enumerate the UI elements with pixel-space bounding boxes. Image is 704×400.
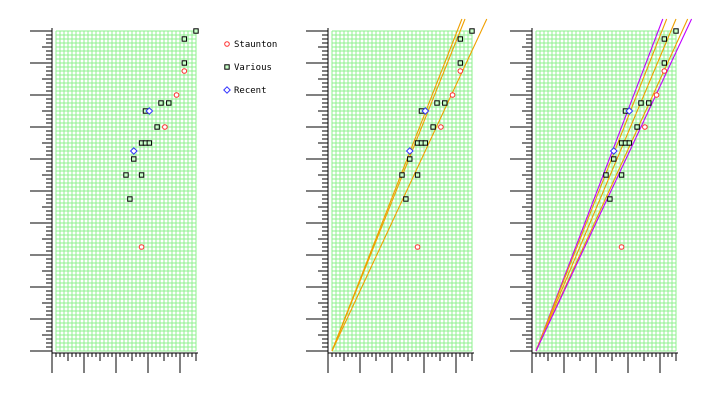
panel-1 bbox=[30, 28, 199, 373]
trend-line-5 bbox=[535, 18, 693, 352]
point-various bbox=[414, 172, 421, 178]
legend-item-recent: Recent bbox=[223, 86, 267, 96]
point-various bbox=[407, 156, 413, 162]
point-various bbox=[607, 196, 613, 202]
legend-label: Various bbox=[234, 63, 272, 73]
point-various bbox=[181, 60, 188, 66]
point-staunton bbox=[438, 124, 444, 130]
point-recent bbox=[405, 147, 414, 155]
trend-line-3 bbox=[331, 18, 488, 352]
point-various bbox=[603, 172, 609, 178]
point-various bbox=[158, 100, 164, 106]
panel-2 bbox=[306, 18, 488, 373]
point-staunton bbox=[661, 68, 668, 74]
legend-label: Staunton bbox=[234, 40, 277, 50]
point-various bbox=[434, 100, 440, 106]
point-recent bbox=[145, 107, 154, 115]
point-staunton bbox=[449, 92, 456, 98]
trend-line-2 bbox=[331, 18, 466, 352]
trend-line-1 bbox=[535, 18, 664, 352]
point-various bbox=[422, 140, 429, 146]
panel-3 bbox=[510, 18, 693, 373]
point-recent bbox=[129, 147, 138, 155]
legend-label: Recent bbox=[234, 86, 267, 96]
point-various bbox=[131, 156, 137, 162]
legend-marker-circle bbox=[224, 41, 230, 47]
point-various bbox=[138, 172, 145, 178]
point-various bbox=[646, 100, 652, 106]
point-various bbox=[626, 140, 633, 146]
axes bbox=[30, 28, 198, 373]
point-various bbox=[661, 60, 668, 66]
point-staunton bbox=[181, 68, 188, 74]
legend-marker-square bbox=[224, 64, 230, 70]
trend-line-4 bbox=[535, 18, 689, 352]
point-recent bbox=[625, 107, 634, 115]
point-various bbox=[403, 196, 409, 202]
axes bbox=[306, 28, 474, 373]
point-staunton bbox=[162, 124, 168, 130]
point-recent bbox=[421, 107, 430, 115]
point-staunton bbox=[642, 124, 648, 130]
trend-line-2 bbox=[535, 18, 668, 352]
point-staunton bbox=[138, 244, 145, 250]
trend-line-3 bbox=[535, 18, 677, 352]
point-various bbox=[193, 28, 199, 34]
point-staunton bbox=[457, 68, 464, 74]
point-staunton bbox=[173, 92, 180, 98]
point-various bbox=[430, 124, 436, 130]
point-various bbox=[673, 28, 679, 34]
legend: Staunton Various Recent bbox=[223, 40, 277, 96]
point-various bbox=[146, 140, 153, 146]
point-various bbox=[634, 124, 640, 130]
legend-item-various: Various bbox=[224, 63, 272, 73]
point-various bbox=[127, 196, 133, 202]
point-various bbox=[399, 172, 405, 178]
axes bbox=[510, 28, 678, 373]
legend-item-staunton: Staunton bbox=[224, 40, 277, 50]
point-various bbox=[457, 36, 464, 42]
grid bbox=[331, 30, 473, 352]
legend-marker-diamond bbox=[223, 86, 231, 94]
grid bbox=[55, 30, 197, 352]
point-various bbox=[618, 172, 625, 178]
point-staunton bbox=[653, 92, 660, 98]
grid bbox=[535, 30, 677, 352]
point-various bbox=[181, 36, 188, 42]
point-various bbox=[123, 172, 129, 178]
point-various bbox=[166, 100, 172, 106]
point-various bbox=[661, 36, 668, 42]
point-staunton bbox=[618, 244, 625, 250]
point-various bbox=[611, 156, 617, 162]
point-staunton bbox=[414, 244, 421, 250]
point-various bbox=[457, 60, 464, 66]
point-various bbox=[442, 100, 448, 106]
point-various bbox=[638, 100, 644, 106]
point-various bbox=[469, 28, 475, 34]
point-various bbox=[154, 124, 160, 130]
point-recent bbox=[609, 147, 618, 155]
